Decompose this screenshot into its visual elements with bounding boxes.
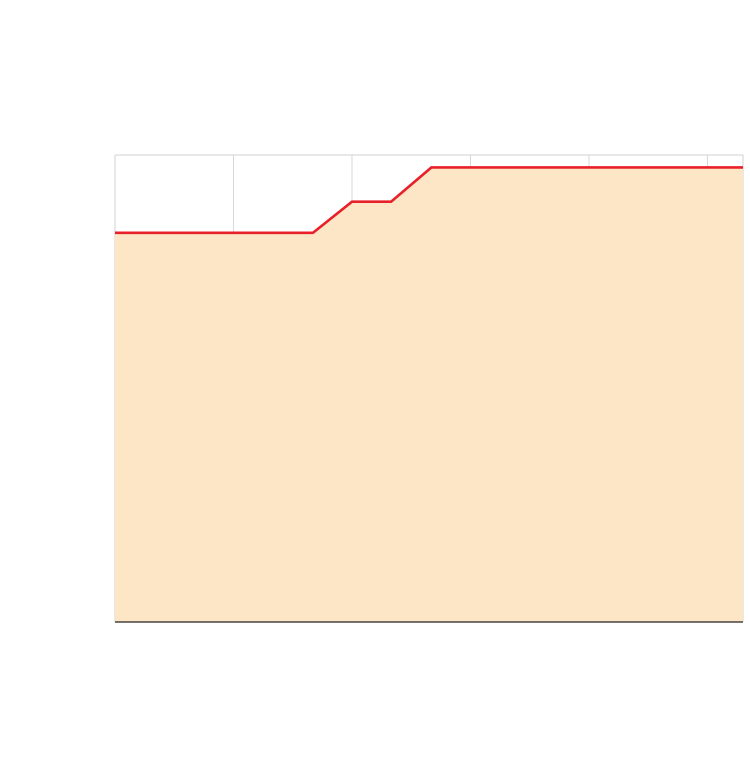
line-series — [115, 166, 743, 235]
series-line — [115, 166, 743, 235]
area-fill — [115, 167, 743, 622]
area-series — [115, 167, 743, 622]
